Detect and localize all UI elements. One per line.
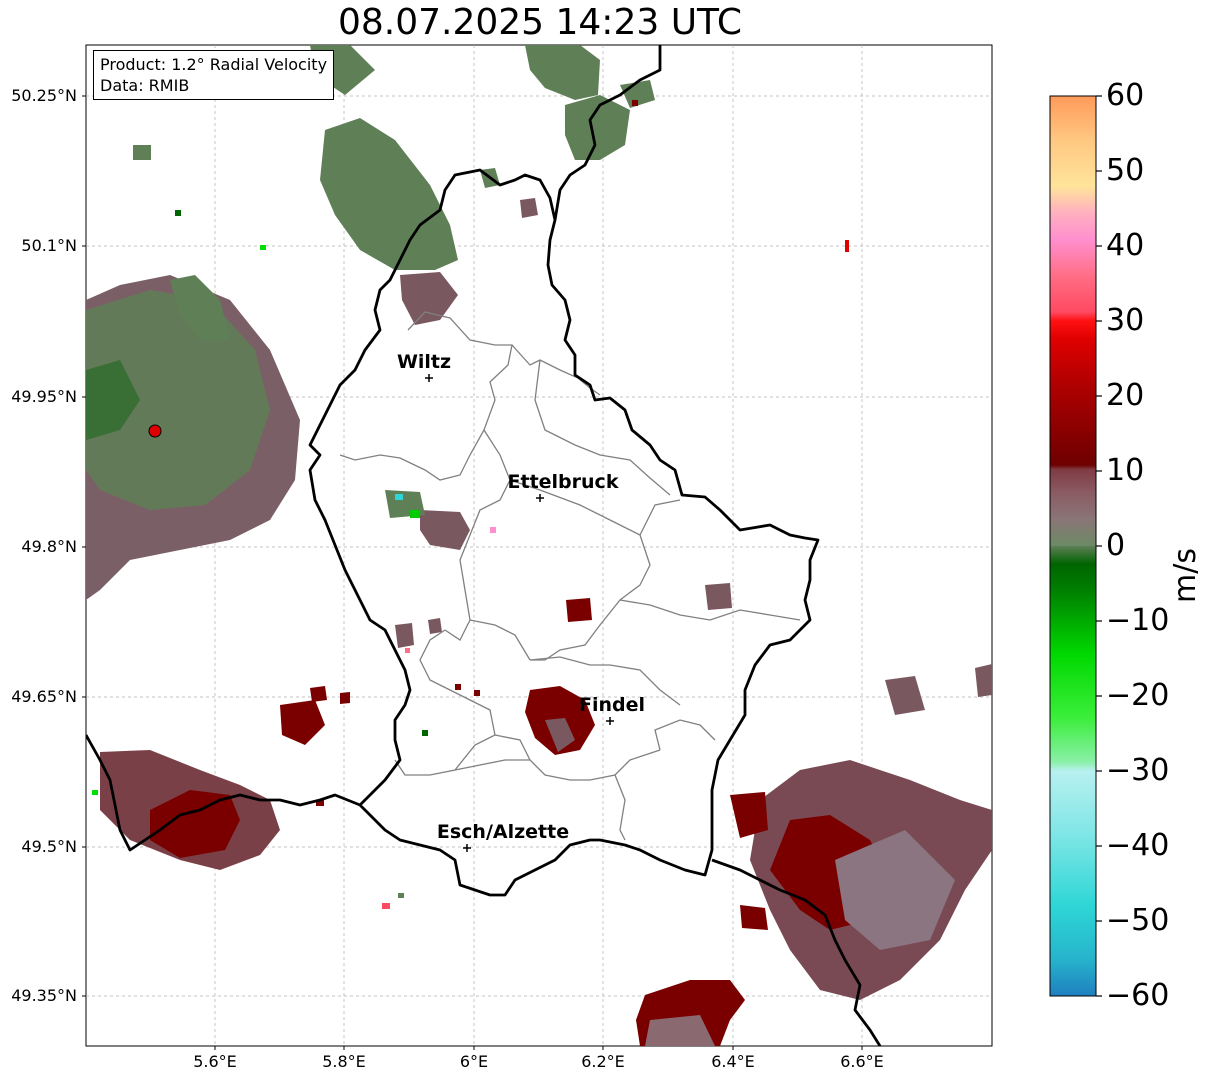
lon-tick-label: 5.6°E [193, 1052, 237, 1071]
gridlines [86, 45, 992, 1046]
colorbar-tick-label: −60 [1106, 978, 1170, 1013]
city-marker-ettelbruck: Ettelbruck [508, 471, 619, 502]
city-label-wiltz: Wiltz [397, 351, 451, 373]
colorbar [1049, 95, 1097, 997]
radar-echoes [86, 45, 992, 1046]
colorbar-tick-label: 0 [1106, 528, 1126, 563]
lat-tick-label: 49.5°N [21, 837, 77, 856]
city-label-findel: Findel [579, 694, 645, 716]
city-marker-wiltz: Wiltz [397, 351, 451, 382]
country-borders [86, 45, 882, 1046]
colorbar-tick-label: 10 [1106, 453, 1145, 488]
product-label: Product: 1.2° Radial Velocity [100, 55, 328, 74]
lat-tick-label: 49.65°N [11, 687, 77, 706]
data-source-label: Data: RMIB [100, 76, 190, 95]
info-box: Product: 1.2° Radial Velocity Data: RMIB [93, 50, 335, 100]
lon-tick-label: 6.2°E [581, 1052, 625, 1071]
city-label-ettelbruck: Ettelbruck [508, 471, 619, 493]
colorbar-tick-label: −50 [1106, 903, 1170, 938]
city-markers: Wiltz Ettelbruck Findel Esch/Alzette [397, 351, 645, 852]
colorbar-tick-label: 30 [1106, 303, 1145, 338]
city-label-esch-alzette: Esch/Alzette [437, 821, 569, 843]
colorbar-tick-label: 20 [1106, 378, 1145, 413]
lon-tick-label: 6.6°E [840, 1052, 884, 1071]
lat-tick-label: 50.25°N [11, 86, 77, 105]
lon-tick-label: 5.8°E [322, 1052, 366, 1071]
lat-tick-label: 49.8°N [21, 537, 77, 556]
colorbar-tick-label: 40 [1106, 228, 1145, 263]
lon-tick-label: 6°E [459, 1052, 489, 1071]
map-title: 08.07.2025 14:23 UTC [337, 2, 743, 43]
colorbar-tick-label: 60 [1106, 78, 1145, 113]
lat-tick-label: 50.1°N [21, 236, 77, 255]
axis-ticks [82, 95, 863, 1050]
colorbar-tick-label: −10 [1106, 603, 1170, 638]
lat-tick-label: 49.35°N [11, 986, 77, 1005]
colorbar-tick-label: −40 [1106, 828, 1170, 863]
city-marker-findel: Findel [579, 694, 645, 725]
colorbar-ticks [1096, 95, 1102, 997]
colorbar-tick-label: −30 [1106, 753, 1170, 788]
colorbar-unit-label: m/s [1168, 548, 1203, 603]
city-marker-esch: Esch/Alzette [437, 821, 569, 852]
lat-tick-label: 49.95°N [11, 387, 77, 406]
colorbar-tick-label: 50 [1106, 153, 1145, 188]
lon-tick-label: 6.4°E [711, 1052, 755, 1071]
colorbar-tick-label: −20 [1106, 678, 1170, 713]
canton-borders [339, 311, 801, 841]
radar-site-marker [148, 424, 162, 438]
